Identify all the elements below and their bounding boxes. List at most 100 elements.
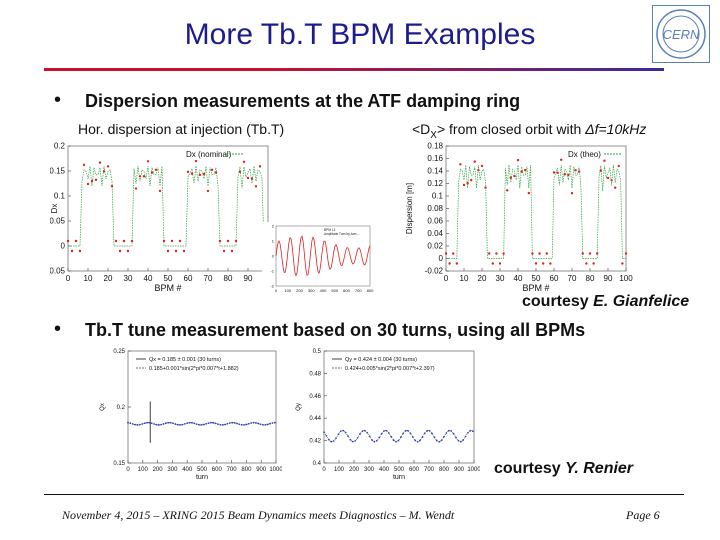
- dx-measured-point: [206, 189, 210, 193]
- dx-measured-point: [473, 160, 476, 163]
- dx-measured-point: [581, 252, 584, 255]
- dx-measured-point: [617, 164, 620, 168]
- qx-point: [136, 424, 139, 426]
- x-tick-label: 500: [394, 467, 405, 473]
- qy-point: [339, 430, 342, 433]
- qx-point: [164, 422, 167, 425]
- y-axis-label: Qy: [296, 403, 302, 411]
- qx-point: [188, 421, 191, 424]
- x-tick-label: 700: [424, 467, 435, 473]
- qx-point: [233, 421, 236, 424]
- y-tick-label: 0.12: [427, 179, 443, 188]
- legend-text: 0.185+0.001*sin(2*pi*0.007*t+1.882): [149, 366, 239, 372]
- svg-text:CERN: CERN: [663, 27, 700, 42]
- x-axis-label: turn: [393, 474, 405, 481]
- dx-measured-point: [502, 252, 505, 255]
- qy-point: [438, 440, 441, 443]
- inset-oscillation-plot: 0 100 200 300 400 500 600 700 800 -2 -1 0 1 2 BPM 12Am…: [262, 222, 374, 298]
- qy-point: [452, 432, 455, 435]
- qy-point: [330, 440, 333, 443]
- dx-measured-point: [459, 163, 462, 166]
- y-tick-label: 0.02: [427, 242, 443, 251]
- qy-point: [363, 429, 366, 432]
- x-tick-label: 0: [126, 467, 130, 473]
- x-tick-label: 0: [275, 288, 278, 293]
- x-tick-label: 300: [364, 467, 375, 473]
- y-tick-label: 0: [61, 242, 66, 251]
- qy-point: [327, 438, 330, 441]
- caption-left: Hor. dispersion at injection (Tb.T): [78, 121, 285, 137]
- y-tick-label: 0: [272, 254, 275, 259]
- dx-measured-point: [254, 185, 258, 188]
- qx-point: [176, 423, 179, 426]
- y-tick-label: 0.08: [427, 204, 443, 213]
- dx-measured-point: [534, 262, 538, 265]
- dx-measured-point: [82, 163, 86, 167]
- qx-point: [181, 423, 184, 426]
- qx-point: [238, 423, 241, 426]
- x-tick-label: 50: [532, 274, 541, 283]
- x-tick-label: 30: [124, 274, 133, 283]
- qy-point: [464, 435, 467, 438]
- qy-point: [359, 433, 361, 435]
- qx-point: [209, 421, 212, 424]
- inset-legend-text: Amplitude Turn-by-turn ...: [324, 232, 360, 236]
- qy-point: [426, 429, 429, 432]
- dx-measured-point: [174, 249, 178, 253]
- qx-point: [195, 423, 198, 426]
- qx-point: [226, 422, 229, 425]
- dx-measured-point: [226, 239, 230, 243]
- qx-point: [212, 421, 215, 424]
- dx-measured-point: [599, 169, 602, 172]
- dx-measured-point: [130, 239, 134, 243]
- y-tick-label: 0.06: [427, 217, 443, 226]
- qx-point: [169, 421, 172, 424]
- qy-point: [459, 440, 462, 443]
- qy-point: [443, 435, 445, 438]
- bullet-dispersion: Dispersion measurements at the ATF dampi…: [85, 91, 521, 111]
- dx-measured-point: [158, 189, 162, 193]
- footer-rule: [44, 494, 684, 495]
- dx-measured-point: [78, 249, 82, 253]
- dx-measured-point: [74, 239, 78, 243]
- bullet-marker: •: [54, 318, 62, 340]
- slide-title: More Tb.T BPM Examples: [184, 18, 536, 51]
- qy-point: [462, 439, 465, 441]
- qy-point: [351, 440, 354, 443]
- y-tick-label: 0.44: [309, 416, 321, 422]
- qx-point: [191, 421, 193, 424]
- dx-measured-point: [86, 182, 90, 186]
- dx-measured-point: [516, 158, 520, 162]
- qy-point: [337, 433, 340, 436]
- x-tick-label: 600: [343, 288, 350, 293]
- qy-point: [450, 430, 453, 432]
- qx-point: [264, 423, 267, 426]
- qy-point: [385, 429, 388, 432]
- dx-measured-point: [182, 249, 186, 253]
- courtesy-name-2: Y. Renier: [565, 460, 634, 477]
- courtesy-prefix-1: courtesy: [522, 293, 594, 310]
- y-axis-label: Dx: [50, 204, 59, 214]
- dx-measured-point: [444, 252, 448, 255]
- dx-measured-point: [545, 252, 548, 255]
- qy-point: [423, 432, 426, 435]
- dx-measured-point: [142, 175, 146, 178]
- qx-point: [155, 423, 158, 426]
- caption-right-italic: Δf=10kHz: [585, 121, 647, 137]
- qy-point: [399, 436, 402, 439]
- x-axis-label: BPM #: [154, 283, 181, 293]
- dx-measured-point: [549, 262, 552, 265]
- x-tick-label: 10: [84, 274, 93, 283]
- y-tick-label: 0.18: [427, 142, 443, 151]
- qy-point: [373, 440, 376, 443]
- dispersion-plot-right: 0 10 20 30 40 50 60 70 80 90 100-0.0200.020.040.06…: [405, 142, 633, 293]
- x-tick-label: 500: [331, 288, 338, 293]
- x-tick-label: 30: [496, 274, 505, 283]
- qy-point: [445, 432, 448, 434]
- qx-point: [214, 422, 217, 425]
- qy-point: [349, 438, 352, 441]
- qx-point: [219, 423, 222, 426]
- x-tick-label: 0: [66, 274, 71, 283]
- qx-point: [245, 423, 248, 426]
- dx-measured-point: [190, 172, 194, 175]
